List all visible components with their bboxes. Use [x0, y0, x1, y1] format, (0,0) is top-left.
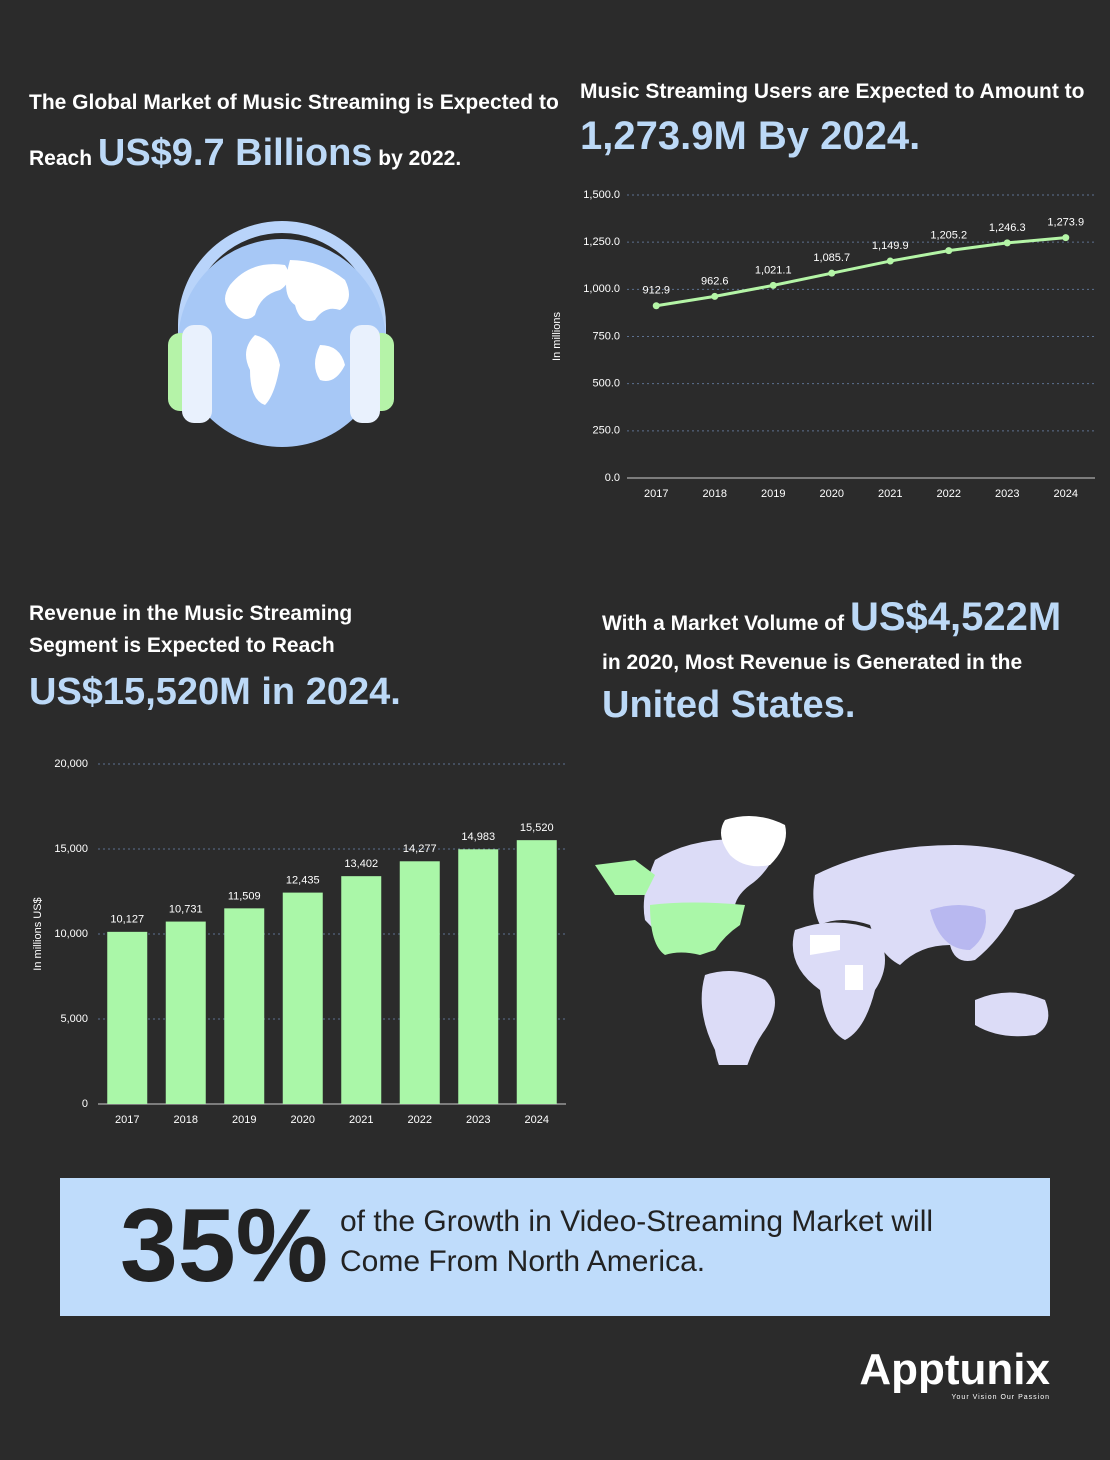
value-label: 912.9	[642, 285, 670, 297]
x-tick-label: 2020	[820, 488, 844, 500]
x-tick-label: 2024	[1054, 488, 1078, 500]
logo: Apptunix Your Vision Our Passion	[850, 1345, 1050, 1402]
revenue-chart: 0 5,000 10,000 15,000 20,000 In millions US$ 2…	[32, 758, 566, 1126]
x-tick-label: 2023	[995, 488, 1019, 500]
x-tick-label: 2021	[878, 488, 902, 500]
point	[1062, 234, 1070, 242]
tail: by 2022.	[378, 147, 462, 170]
bar	[458, 849, 499, 1104]
y-tick-label: 1,500.0	[583, 189, 620, 201]
highlight: US$4,522M	[849, 595, 1062, 639]
value-label: 1,205.2	[930, 230, 967, 242]
value-label: 1,021.1	[755, 264, 792, 276]
y-tick-label: 15,000	[54, 843, 88, 855]
value-label: 962.6	[701, 275, 729, 287]
callout-text: of the Growth in Video-Streaming Market …	[340, 1205, 934, 1278]
bar	[341, 876, 382, 1104]
value-label: 14,983	[461, 831, 495, 843]
line	[656, 236, 1066, 308]
bar	[224, 908, 265, 1104]
x-tick-label: 2018	[174, 1114, 198, 1126]
market-text: The Global Market of Music Streaming is …	[29, 78, 559, 184]
x-tick-label: 2024	[525, 1114, 549, 1126]
revenue-text: Revenue in the Music Streaming Segment i…	[29, 598, 549, 722]
lead: The Global Market of Music Streaming is …	[29, 91, 559, 170]
y-tick-label: 250.0	[592, 425, 620, 437]
value-label: 1,085.7	[813, 252, 850, 264]
world-map	[595, 816, 1075, 1065]
value-label: 10,731	[169, 903, 203, 915]
point	[652, 302, 660, 310]
headphones-illustration	[168, 221, 394, 447]
value-label: 1,149.9	[872, 240, 909, 252]
x-tick-label: 2019	[761, 488, 785, 500]
volume-text: With a Market Volume of US$4,522M in 202…	[602, 592, 1102, 733]
point	[886, 257, 894, 265]
users-chart: 0.0 250.0 500.0 750.0 1,000.0 1,250.0 1,500.0 I…	[551, 189, 1095, 500]
value-label: 11,509	[228, 890, 261, 902]
y-tick-label: 10,000	[54, 928, 88, 940]
logo-tagline: Your Vision Our Passion	[951, 1394, 1050, 1401]
users-text: Music Streaming Users are Expected to Am…	[580, 78, 1100, 166]
x-tick-label: 2017	[115, 1114, 139, 1126]
country: United States.	[602, 684, 856, 726]
x-tick-label: 2021	[349, 1114, 373, 1126]
middle: in 2020, Most Revenue is Generated in th…	[602, 651, 1023, 674]
lead: Revenue in the Music Streaming Segment i…	[29, 602, 353, 657]
y-tick-label: 1,000.0	[583, 283, 620, 295]
value-label: 10,127	[110, 914, 144, 926]
bar	[165, 921, 206, 1104]
y-tick-label: 0	[82, 1098, 88, 1110]
x-tick-label: 2018	[703, 488, 727, 500]
point	[828, 269, 836, 277]
bar	[107, 931, 148, 1104]
lead: With a Market Volume of	[602, 612, 845, 635]
y-tick-label: 5,000	[60, 1013, 88, 1025]
point	[711, 292, 719, 300]
bar	[516, 840, 557, 1104]
highlight: 1,273.9M By 2024.	[580, 114, 921, 158]
callout: 35% of the Growth in Video-Streaming Mar…	[60, 1178, 1050, 1316]
value-label: 15,520	[520, 822, 554, 834]
bar	[282, 892, 323, 1104]
x-tick-label: 2022	[937, 488, 961, 500]
point	[769, 281, 777, 289]
y-tick-label: 20,000	[54, 758, 88, 770]
highlight: US$9.7 Billions	[97, 132, 373, 174]
point	[1003, 239, 1011, 247]
y-tick-label: 0.0	[605, 472, 620, 484]
y-tick-label: 1,250.0	[583, 236, 620, 248]
logo-name: Apptunix	[859, 1345, 1050, 1394]
x-tick-label: 2023	[466, 1114, 490, 1126]
y-axis-label: In millions	[551, 312, 563, 361]
value-label: 1,246.3	[989, 222, 1026, 234]
y-axis-label: In millions US$	[32, 897, 44, 970]
y-tick-label: 750.0	[592, 330, 620, 342]
lead: Music Streaming Users are Expected to Am…	[580, 80, 1085, 103]
highlight: US$15,520M in 2024.	[29, 671, 401, 713]
value-label: 13,402	[344, 858, 378, 870]
callout-figure: 35%	[120, 1188, 329, 1304]
x-tick-label: 2017	[644, 488, 668, 500]
y-tick-label: 500.0	[592, 378, 620, 390]
value-label: 1,273.9	[1047, 217, 1084, 229]
x-tick-label: 2019	[232, 1114, 256, 1126]
point	[945, 247, 953, 255]
x-tick-label: 2020	[291, 1114, 315, 1126]
value-label: 12,435	[286, 875, 320, 887]
x-tick-label: 2022	[408, 1114, 432, 1126]
value-label: 14,277	[403, 843, 437, 855]
bar	[399, 861, 440, 1104]
